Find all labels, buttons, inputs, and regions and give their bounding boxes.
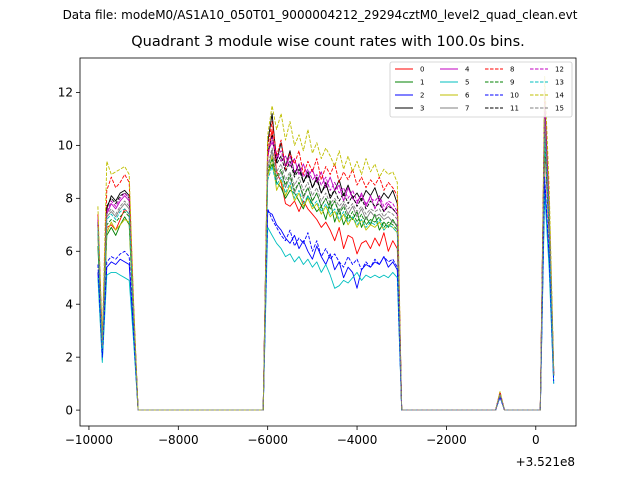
y-tick-label: 12 xyxy=(58,86,73,100)
figure-suptitle: Data file: modeM0/AS1A10_050T01_90000042… xyxy=(62,8,578,22)
x-offset-label: +3.521e8 xyxy=(516,455,575,469)
x-axis: −10000 −8000 −6000 −4000 −2000 0 xyxy=(65,426,540,447)
x-tick-label: −2000 xyxy=(426,433,467,447)
y-tick-label: 8 xyxy=(65,192,73,206)
legend-label-0: 0 xyxy=(420,66,424,74)
plot-frame xyxy=(79,57,577,427)
legend-label-12: 12 xyxy=(555,66,564,74)
y-axis: 0 2 4 6 8 10 12 xyxy=(58,86,80,417)
legend-label-9: 9 xyxy=(510,79,514,87)
y-tick-label: 6 xyxy=(65,245,73,259)
legend-label-11: 11 xyxy=(510,105,519,113)
legend-label-8: 8 xyxy=(510,66,514,74)
x-tick-label: −6000 xyxy=(247,433,288,447)
legend-label-14: 14 xyxy=(555,92,564,100)
legend-label-15: 15 xyxy=(555,105,564,113)
legend-label-7: 7 xyxy=(465,105,469,113)
legend-label-1: 1 xyxy=(420,79,424,87)
x-tick-label: −8000 xyxy=(158,433,199,447)
series-line-15 xyxy=(97,118,555,411)
legend-box xyxy=(389,61,573,118)
x-tick-label: −4000 xyxy=(337,433,378,447)
legend-label-5: 5 xyxy=(465,79,469,87)
legend-label-2: 2 xyxy=(420,92,424,100)
y-tick-label: 4 xyxy=(65,298,73,312)
x-tick-label: 0 xyxy=(532,433,540,447)
y-tick-label: 10 xyxy=(58,139,73,153)
legend-label-13: 13 xyxy=(555,79,564,87)
x-tick-label: −10000 xyxy=(65,433,113,447)
chart-title: Quadrant 3 module wise count rates with … xyxy=(131,34,525,50)
legend-label-4: 4 xyxy=(465,66,470,74)
legend-label-10: 10 xyxy=(510,92,519,100)
y-tick-label: 2 xyxy=(65,350,73,364)
plot-area xyxy=(80,58,576,426)
legend-label-3: 3 xyxy=(420,105,424,113)
y-tick-label: 0 xyxy=(65,403,73,417)
series-lines xyxy=(97,76,555,411)
legend-label-6: 6 xyxy=(465,92,470,100)
